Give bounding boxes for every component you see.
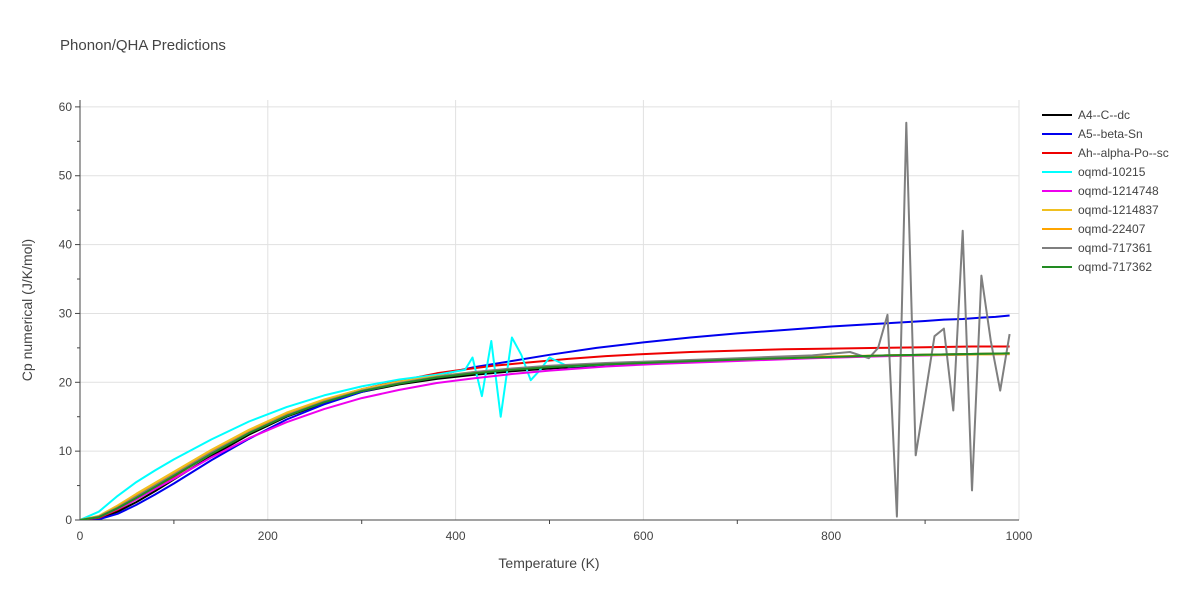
axes: 0 200 400 600 800 1000 0 10 20 30 40 50 60 <box>59 100 1033 543</box>
legend-label: oqmd-717361 <box>1078 241 1152 255</box>
x-tick-label: 0 <box>77 529 84 543</box>
legend-item[interactable]: oqmd-1214748 <box>1042 184 1159 198</box>
legend-label: oqmd-717362 <box>1078 260 1152 274</box>
legend-item[interactable]: oqmd-717362 <box>1042 260 1152 274</box>
y-tick-label: 10 <box>59 444 73 458</box>
y-tick-label: 60 <box>59 100 73 114</box>
y-tick-label: 20 <box>59 375 73 389</box>
y-tick-label: 0 <box>65 513 72 527</box>
series-layer <box>80 121 1011 520</box>
legend-label: oqmd-1214837 <box>1078 203 1159 217</box>
series-line-oqmd-1214748 <box>80 353 1010 520</box>
legend-label: A5--beta-Sn <box>1078 127 1143 141</box>
legend-item[interactable]: oqmd-22407 <box>1042 222 1146 236</box>
y-tick-label: 30 <box>59 306 73 320</box>
y-tick-label: 40 <box>59 238 73 252</box>
y-tick-label: 50 <box>59 169 73 183</box>
x-tick-label: 1000 <box>1006 529 1033 543</box>
x-axis-title: Temperature (K) <box>498 555 599 571</box>
chart-title: Phonon/QHA Predictions <box>60 37 226 54</box>
x-tick-label: 400 <box>446 529 466 543</box>
legend-label: oqmd-10215 <box>1078 165 1146 179</box>
grid <box>80 100 1020 520</box>
legend-label: Ah--alpha-Po--sc <box>1078 146 1169 160</box>
series-line-oqmd-717362 <box>80 352 1010 520</box>
legend-item[interactable]: oqmd-10215 <box>1042 165 1146 179</box>
legend-item[interactable]: Ah--alpha-Po--sc <box>1042 146 1169 160</box>
x-tick-label: 600 <box>633 529 653 543</box>
x-tick-label: 200 <box>258 529 278 543</box>
legend: A4--C--dc A5--beta-Sn Ah--alpha-Po--sc oqmd… <box>1042 108 1169 274</box>
x-tick-label: 800 <box>821 529 841 543</box>
legend-label: oqmd-1214748 <box>1078 184 1159 198</box>
legend-item[interactable]: oqmd-717361 <box>1042 241 1152 255</box>
legend-item[interactable]: A5--beta-Sn <box>1042 127 1143 141</box>
legend-item[interactable]: A4--C--dc <box>1042 108 1130 122</box>
legend-label: oqmd-22407 <box>1078 222 1146 236</box>
legend-item[interactable]: oqmd-1214837 <box>1042 203 1159 217</box>
y-axis-title: Cp numerical (J/K/mol) <box>19 239 35 381</box>
legend-label: A4--C--dc <box>1078 108 1130 122</box>
series-line-A5--beta-Sn <box>80 314 1010 520</box>
